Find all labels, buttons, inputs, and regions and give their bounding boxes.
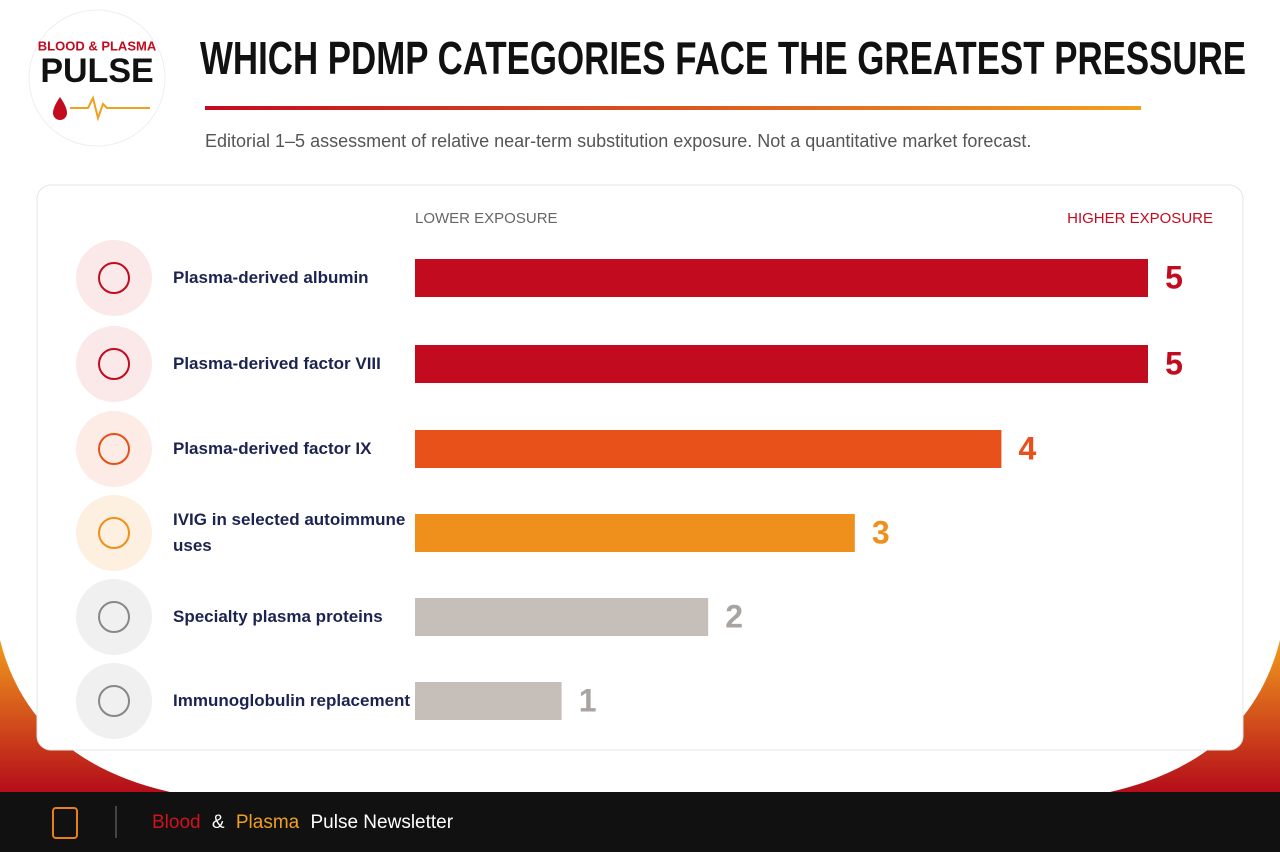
corner-swoosh	[0, 640, 170, 792]
value-label: 4	[1019, 430, 1037, 466]
value-label: 3	[872, 514, 890, 550]
value-label: 5	[1165, 259, 1183, 295]
category-icon	[76, 495, 152, 571]
bar	[415, 682, 562, 720]
category-icon	[76, 663, 152, 739]
category-icon	[76, 411, 152, 487]
corner-swoosh	[1110, 640, 1280, 792]
category-icon	[76, 326, 152, 402]
title-rule	[205, 106, 1141, 110]
category-label: Plasma-derived albumin	[173, 268, 369, 287]
footer-word: Pulse Newsletter	[311, 812, 454, 833]
x-axis-label-low: LOWER EXPOSURE	[415, 210, 558, 227]
x-axis-label-high: HIGHER EXPOSURE	[1067, 210, 1213, 227]
chart-title: WHICH PDMP CATEGORIES FACE THE GREATEST …	[200, 32, 1246, 84]
category-icon	[76, 240, 152, 316]
footer-word: &	[212, 812, 225, 833]
logo-top: BLOOD & PLASMA	[38, 38, 157, 53]
value-label: 5	[1165, 345, 1183, 381]
logo-pulse	[70, 95, 150, 122]
category-icon	[76, 579, 152, 655]
logo-drop	[53, 97, 67, 120]
category-icon-glyph	[98, 262, 130, 294]
footer-word: Plasma	[236, 812, 300, 833]
category-label: Plasma-derived factor VIII	[173, 354, 381, 373]
category-label: Immunoglobulin replacement	[173, 691, 411, 710]
category-icon-glyph	[98, 601, 130, 633]
footer-text: Blood & Plasma Pulse Newsletter	[152, 812, 454, 833]
category-icon-glyph	[98, 348, 130, 380]
chart-subtitle: Editorial 1–5 assessment of relative nea…	[205, 131, 1031, 151]
footer-word: Blood	[152, 812, 201, 833]
bar	[415, 514, 855, 552]
category-icon-glyph	[98, 685, 130, 717]
bar	[415, 345, 1148, 383]
category-label: Specialty plasma proteins	[173, 607, 383, 626]
category-label: Plasma-derived factor IX	[173, 439, 372, 458]
category-label: IVIG in selected autoimmune uses	[173, 510, 406, 555]
category-icon-glyph	[98, 433, 130, 465]
footer-icon	[52, 807, 78, 839]
bar	[415, 259, 1148, 297]
bar	[415, 430, 1002, 468]
value-label: 2	[725, 598, 743, 634]
logo-main: PULSE	[40, 52, 153, 90]
value-label: 1	[579, 682, 597, 718]
category-icon-glyph	[98, 517, 130, 549]
footer-bar	[0, 792, 1280, 852]
bar	[415, 598, 709, 636]
